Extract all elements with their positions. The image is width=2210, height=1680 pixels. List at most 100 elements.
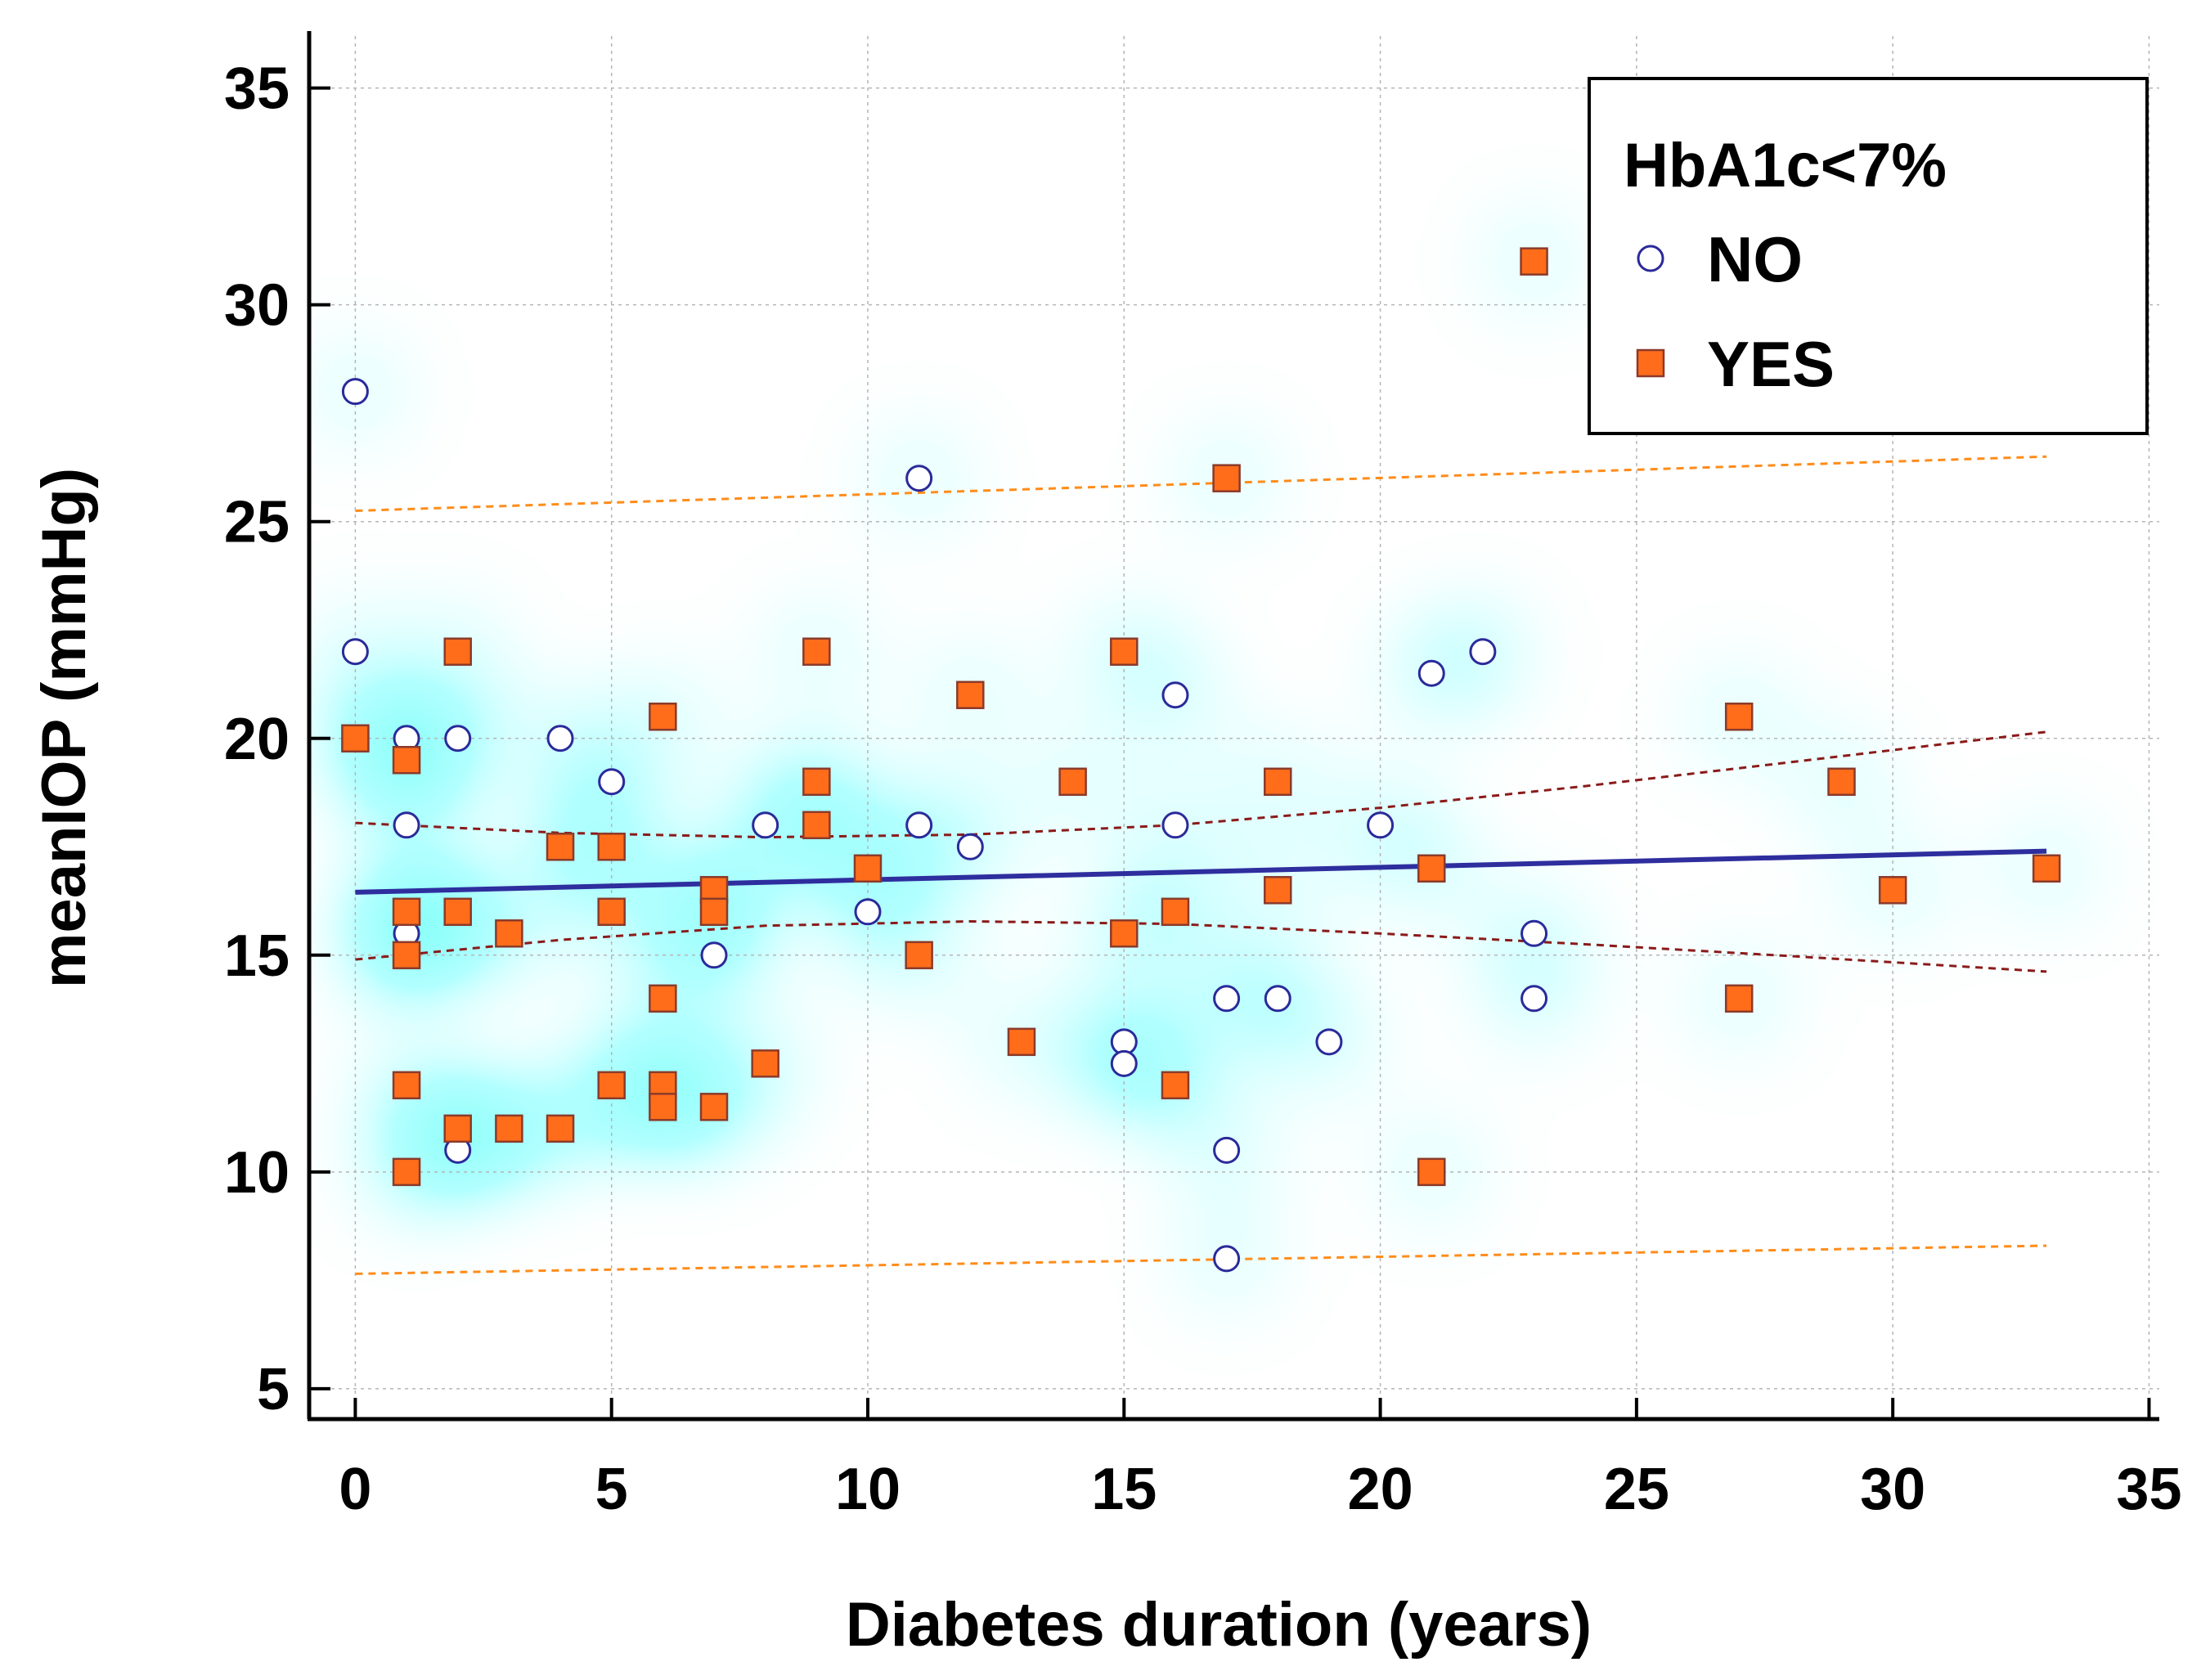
point-yes: [1520, 247, 1548, 276]
y-tick-label: 25: [224, 490, 290, 555]
point-no: [393, 811, 420, 839]
point-yes: [802, 767, 831, 797]
point-yes: [1058, 767, 1087, 797]
point-yes: [1878, 876, 1907, 905]
legend-box: [1588, 77, 2149, 435]
point-yes: [392, 746, 421, 775]
point-yes: [1264, 767, 1292, 797]
point-yes: [597, 897, 626, 927]
point-no: [1264, 985, 1291, 1013]
prediction-band-lower: [355, 1244, 2047, 1275]
point-yes: [649, 1093, 677, 1121]
point-yes: [392, 1157, 421, 1187]
y-tick-label: 30: [224, 273, 290, 339]
point-no: [341, 638, 369, 666]
legend-label-no: NO: [1707, 223, 1803, 295]
x-tick-label: 15: [1091, 1457, 1157, 1522]
point-yes: [443, 1114, 472, 1143]
point-no: [1161, 811, 1189, 839]
point-yes: [341, 724, 370, 753]
x-tick-label: 35: [2116, 1457, 2181, 1522]
point-yes: [649, 984, 677, 1013]
point-yes: [597, 833, 626, 861]
point-yes: [956, 681, 985, 709]
point-yes: [597, 1071, 626, 1100]
point-yes: [1264, 876, 1292, 905]
point-yes: [546, 833, 575, 861]
point-no: [1520, 985, 1548, 1013]
x-axis-title: Diabetes duration (years): [846, 1590, 1592, 1660]
y-tick-label: 5: [257, 1357, 290, 1422]
point-yes: [751, 1049, 779, 1078]
point-no: [905, 465, 933, 492]
point-yes: [443, 897, 472, 927]
point-yes: [392, 1071, 421, 1100]
x-tick-label: 5: [595, 1457, 628, 1522]
point-yes: [392, 897, 421, 927]
point-yes: [443, 637, 472, 666]
point-no: [1213, 1136, 1241, 1164]
point-no: [546, 725, 574, 752]
point-yes: [1827, 767, 1856, 797]
point-yes: [802, 811, 831, 840]
point-no: [1213, 1245, 1241, 1273]
point-no: [1367, 811, 1395, 839]
point-yes: [1110, 919, 1139, 948]
x-tick-label: 20: [1348, 1457, 1413, 1522]
point-no: [1417, 659, 1445, 687]
point-yes: [2032, 854, 2061, 883]
point-no: [956, 833, 984, 860]
point-no: [444, 725, 472, 752]
point-no: [700, 941, 728, 969]
x-tick-label: 10: [835, 1457, 901, 1522]
point-no: [1110, 1049, 1138, 1077]
confidence-bands: [355, 455, 2047, 1275]
y-tick-label: 15: [224, 923, 290, 989]
point-no: [1161, 681, 1189, 709]
point-yes: [1724, 702, 1754, 731]
y-tick-label: 10: [224, 1140, 290, 1206]
point-no: [752, 811, 779, 839]
point-yes: [699, 897, 729, 927]
point-no: [1213, 985, 1241, 1013]
point-yes: [546, 1114, 575, 1143]
x-tick-label: 0: [339, 1457, 371, 1522]
legend-title: HbA1c<7%: [1624, 131, 1947, 200]
point-yes: [699, 1093, 729, 1121]
point-yes: [1161, 1071, 1190, 1100]
legend: HbA1c<7% NO YES: [1588, 77, 2149, 435]
point-no: [598, 768, 626, 796]
legend-marker-no: [1637, 245, 1664, 272]
y-tick-label: 35: [224, 56, 290, 122]
regression-line: [355, 848, 2047, 895]
point-yes: [1724, 984, 1754, 1013]
legend-label-yes: YES: [1707, 328, 1835, 400]
point-no: [341, 378, 369, 406]
x-tick-label: 25: [1604, 1457, 1669, 1522]
point-yes: [1417, 854, 1446, 883]
point-yes: [1212, 464, 1241, 492]
point-no: [854, 898, 882, 926]
point-yes: [1110, 637, 1139, 666]
point-no: [1469, 638, 1497, 666]
point-yes: [392, 941, 421, 970]
point-yes: [1417, 1157, 1446, 1187]
point-yes: [649, 702, 677, 731]
point-yes: [495, 919, 523, 948]
point-yes: [1007, 1027, 1036, 1057]
y-tick-label: 20: [224, 707, 290, 772]
y-axis-title: meanIOP (mmHg): [29, 468, 99, 988]
x-tick-label: 30: [1860, 1457, 1925, 1522]
point-yes: [802, 637, 831, 666]
prediction-band-upper: [355, 455, 2047, 512]
point-no: [1315, 1028, 1343, 1056]
point-yes: [495, 1114, 523, 1143]
legend-marker-yes: [1636, 348, 1665, 378]
data-points: [341, 247, 2061, 1273]
point-yes: [1161, 897, 1190, 927]
point-no: [1520, 919, 1548, 947]
point-yes: [905, 941, 933, 970]
point-no: [905, 811, 933, 839]
